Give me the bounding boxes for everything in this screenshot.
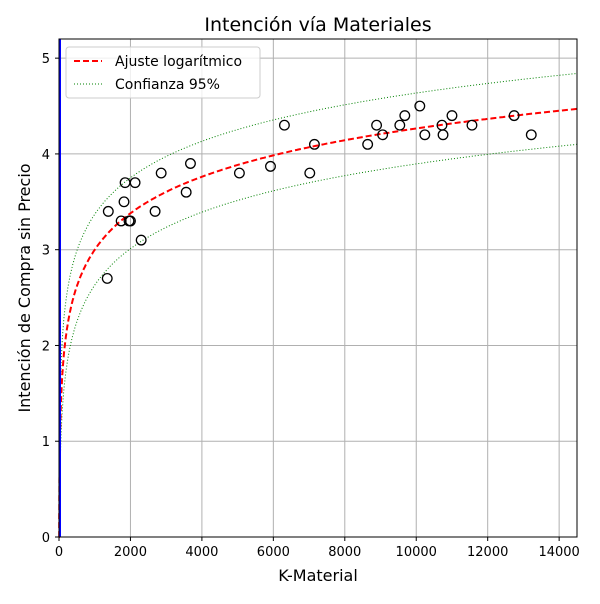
x-tick-label: 12000	[467, 545, 508, 560]
data-point	[124, 215, 136, 227]
x-tick-label: 8000	[328, 545, 361, 560]
data-point	[399, 110, 411, 122]
data-point	[278, 119, 290, 131]
data-point	[233, 167, 245, 179]
x-tick-label: 6000	[257, 545, 290, 560]
x-axis-label: K-Material	[278, 566, 358, 585]
data-point	[102, 205, 114, 217]
data-point	[265, 160, 276, 172]
data-point	[149, 205, 161, 217]
confidence-lower-line	[58, 143, 578, 538]
x-tick-label: 4000	[185, 545, 218, 560]
x-tick-label: 0	[55, 545, 63, 560]
data-point	[129, 177, 141, 189]
legend: Ajuste logarítmico Confianza 95%	[65, 46, 261, 99]
curves	[58, 39, 578, 538]
x-tick-label: 10000	[396, 545, 437, 560]
y-tick-label: 4	[42, 148, 50, 163]
y-tick-label: 3	[42, 244, 50, 259]
data-point	[185, 158, 196, 169]
fit-line	[58, 107, 578, 538]
data-point	[437, 129, 449, 141]
ticks: 0 2000 4000 6000 8000 10000 12000 14000 0 1 2 3 4 5	[42, 52, 580, 560]
y-tick-label: 0	[42, 531, 50, 546]
y-tick-label: 1	[42, 435, 50, 450]
data-point	[394, 119, 406, 131]
data-point	[446, 110, 458, 122]
y-tick-label: 5	[42, 52, 50, 67]
data-point	[371, 119, 383, 131]
data-point	[308, 138, 320, 150]
data-point	[180, 186, 192, 198]
grid	[58, 39, 577, 538]
data-point	[101, 272, 113, 284]
legend-fit-label: Ajuste logarítmico	[115, 54, 242, 70]
data-point	[119, 177, 131, 189]
x-tick-label: 14000	[538, 545, 579, 560]
data-point	[419, 129, 431, 141]
chart-title: Intención vía Materiales	[204, 14, 431, 36]
data-point	[118, 196, 130, 208]
data-point	[135, 234, 147, 246]
data-point	[377, 129, 389, 141]
data-point	[304, 167, 316, 179]
data-point	[155, 167, 167, 179]
data-point	[362, 138, 374, 150]
points	[101, 100, 537, 284]
confidence-upper-line	[58, 73, 578, 538]
data-point	[508, 110, 520, 122]
x-tick-label: 2000	[114, 545, 147, 560]
plot-frame	[58, 38, 578, 538]
data-point	[525, 129, 537, 141]
y-tick-label: 2	[42, 339, 50, 354]
y-axis-label: Intención de Compra sin Precio	[15, 163, 34, 412]
legend-confidence-label: Confianza 95%	[115, 77, 220, 93]
data-point	[466, 119, 478, 131]
data-point	[414, 100, 426, 112]
